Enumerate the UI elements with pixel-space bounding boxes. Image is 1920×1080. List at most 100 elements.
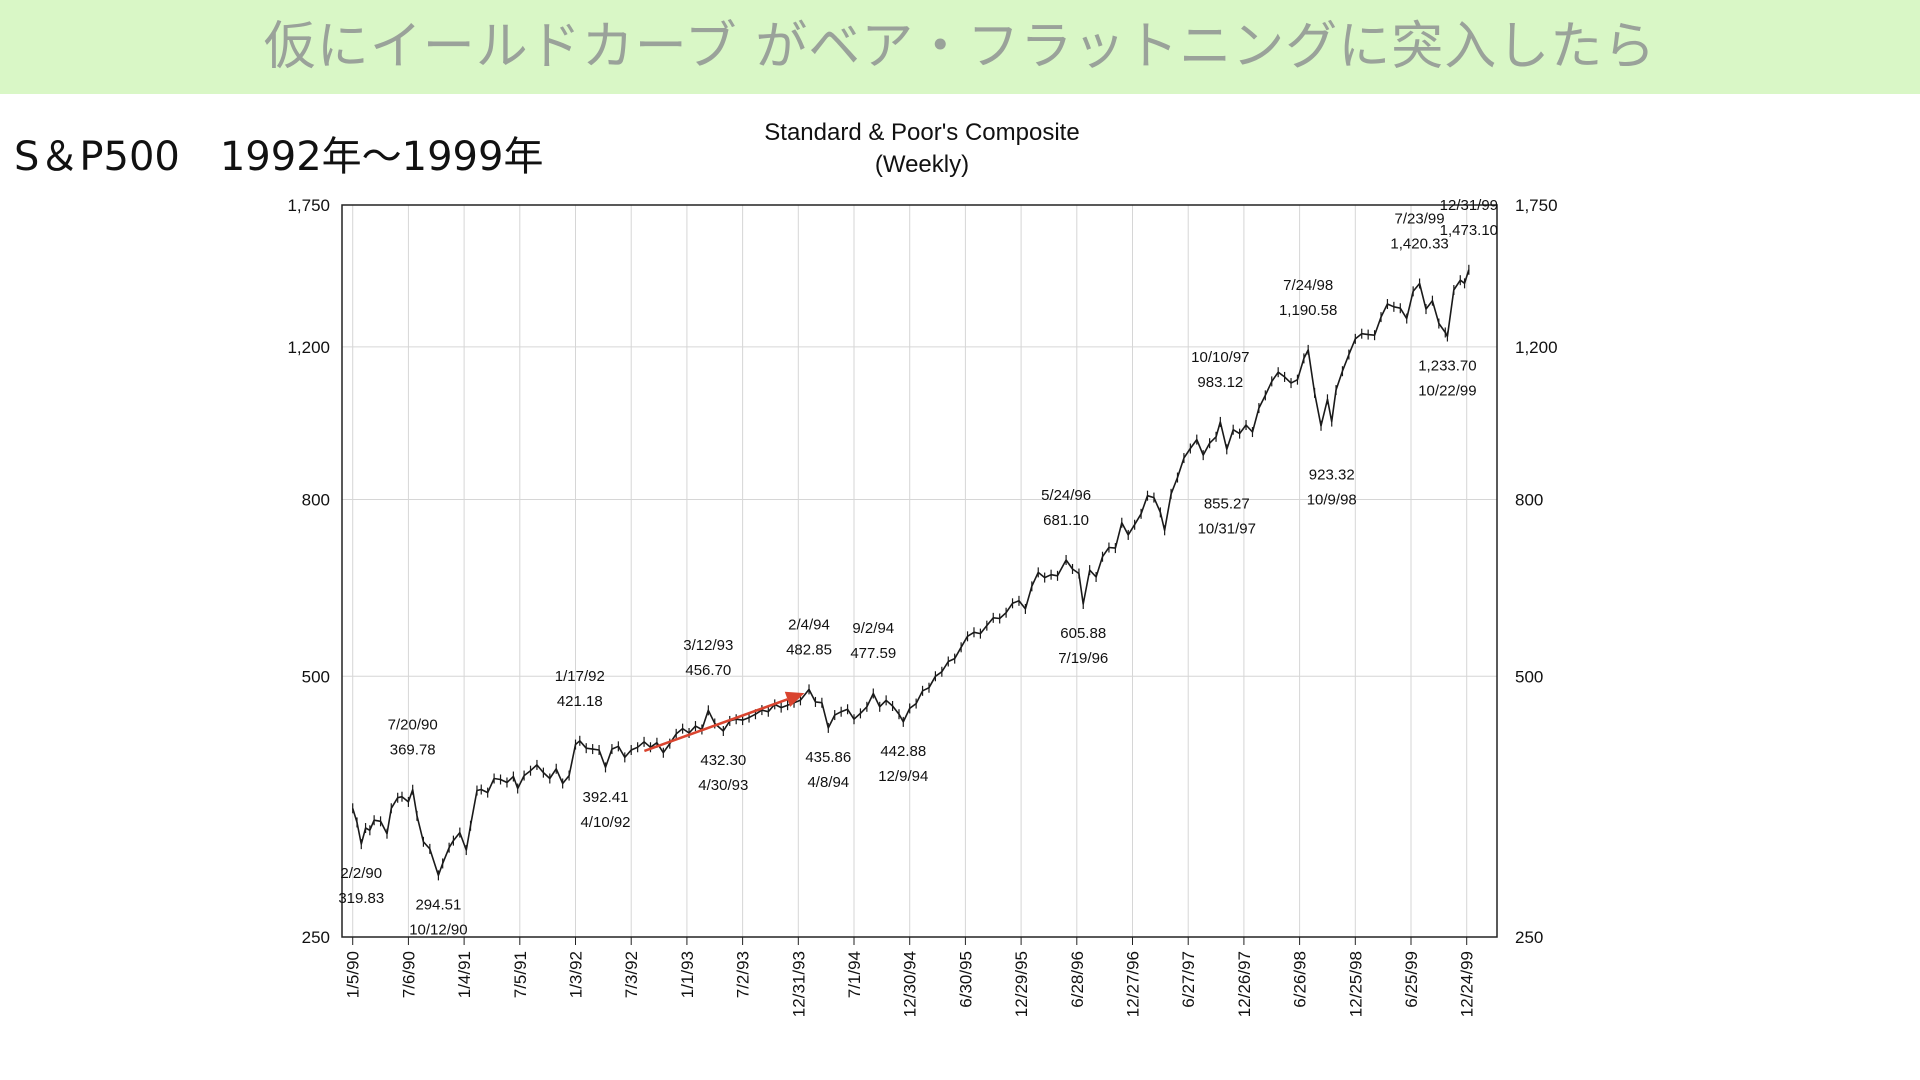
data-label-text: 421.18 [557, 693, 603, 710]
x-axis: 1/5/90 7/6/90 1/4/91 7/5/91 1/3/92 7/3/92 1/1/… [344, 937, 1477, 1017]
trend-arrow-head [784, 691, 805, 707]
x-tick-label: 1/5/90 [344, 951, 363, 998]
x-tick-label: 1/1/93 [678, 951, 697, 998]
data-label-text: 10/31/97 [1198, 520, 1256, 537]
data-label-text: 477.59 [850, 645, 896, 662]
data-label: 1,233.70 10/22/99 [1418, 357, 1476, 399]
x-tick-label: 7/6/90 [399, 951, 418, 998]
y-tick-label-right: 800 [1515, 490, 1543, 509]
data-label-text: 1/17/92 [555, 668, 605, 685]
data-label-text: 605.88 [1060, 625, 1106, 642]
data-label-text: 1,473.10 [1440, 222, 1498, 239]
data-label-text: 2/2/90 [340, 865, 382, 882]
data-label: 605.88 7/19/96 [1058, 625, 1108, 667]
data-label: 392.41 4/10/92 [580, 789, 630, 831]
y-tick-label-left: 1,750 [287, 196, 330, 215]
data-label: 7/24/98 1,190.58 [1279, 277, 1337, 319]
x-tick-label: 12/27/96 [1124, 951, 1143, 1017]
y-tick-label-right: 1,750 [1515, 196, 1558, 215]
data-label-text: 1,420.33 [1390, 236, 1448, 253]
data-label: 12/31/99 1,473.10 [1440, 197, 1498, 239]
x-tick-label: 12/25/98 [1346, 951, 1365, 1017]
y-tick-label-left: 250 [302, 928, 330, 947]
x-tick-label: 7/1/94 [845, 951, 864, 998]
annotations-layer: 2/2/90 319.83 7/20/90 369.78 294.51 10/12/90 1… [338, 197, 1498, 939]
x-tick-label: 7/5/91 [511, 951, 530, 998]
y-axis-left: 250 500 800 1,200 1,750 [287, 196, 330, 947]
chart-subtitle: (Weekly) [875, 151, 969, 178]
x-tick-label: 7/2/93 [734, 951, 753, 998]
x-tick-label: 12/30/94 [901, 951, 920, 1017]
x-tick-label: 12/29/95 [1012, 951, 1031, 1017]
data-label: 923.32 10/9/98 [1307, 467, 1357, 509]
data-label: 432.30 4/30/93 [698, 752, 748, 794]
data-label-text: 7/19/96 [1058, 650, 1108, 667]
x-tick-label: 12/26/97 [1235, 951, 1254, 1017]
data-label: 2/4/94 482.85 [786, 616, 832, 658]
data-label: 5/24/96 681.10 [1041, 487, 1091, 529]
trend-arrow-shaft [643, 698, 788, 753]
chart-title: Standard & Poor's Composite [764, 119, 1079, 146]
data-label: 9/2/94 477.59 [850, 620, 896, 662]
y-tick-label-left: 1,200 [287, 338, 330, 357]
data-label-text: 983.12 [1197, 374, 1243, 391]
data-label: 10/10/97 983.12 [1191, 349, 1249, 391]
plot-frame [341, 204, 1498, 938]
x-tick-label: 6/28/96 [1068, 951, 1087, 1008]
data-label: 7/23/99 1,420.33 [1390, 211, 1448, 253]
data-label-text: 7/20/90 [388, 717, 438, 734]
data-label-text: 10/22/99 [1418, 382, 1476, 399]
data-label-text: 5/24/96 [1041, 487, 1091, 504]
data-label: 855.27 10/31/97 [1198, 495, 1256, 537]
data-label: 435.86 4/8/94 [805, 749, 851, 791]
data-label-text: 9/2/94 [852, 620, 894, 637]
data-label-text: 12/9/94 [878, 768, 928, 785]
data-label-text: 482.85 [786, 641, 832, 658]
y-tick-label-left: 500 [302, 667, 330, 686]
data-label: 442.88 12/9/94 [878, 743, 928, 785]
data-label-text: 2/4/94 [788, 616, 830, 633]
data-label: 2/2/90 319.83 [338, 865, 384, 907]
slide-subtitle: S＆P500 1992年～1999年 [14, 134, 544, 180]
title-banner [0, 0, 1920, 94]
data-label-text: 3/12/93 [683, 637, 733, 654]
x-tick-label: 7/3/92 [622, 951, 641, 998]
data-label-text: 456.70 [685, 662, 731, 679]
data-label-text: 392.41 [583, 789, 629, 806]
x-tick-label: 12/31/93 [789, 951, 808, 1017]
y-tick-label-right: 500 [1515, 667, 1543, 686]
data-label-text: 12/31/99 [1440, 197, 1498, 214]
data-label-text: 681.10 [1043, 512, 1089, 529]
data-label-text: 10/9/98 [1307, 492, 1357, 509]
trend-arrow-layer [643, 691, 805, 753]
data-label-text: 319.83 [338, 890, 384, 907]
x-tick-label: 6/27/97 [1179, 951, 1198, 1008]
data-label-text: 442.88 [880, 743, 926, 760]
slide-title: 仮にイールドカーブ がベア・フラットニングに突入したら [263, 17, 1657, 77]
data-label-text: 10/10/97 [1191, 349, 1249, 366]
data-label-text: 294.51 [415, 896, 461, 913]
data-label: 7/20/90 369.78 [388, 717, 438, 759]
y-tick-label-right: 1,200 [1515, 338, 1558, 357]
x-tick-label: 12/24/99 [1458, 951, 1477, 1017]
data-label-text: 7/23/99 [1395, 211, 1445, 228]
data-label: 294.51 10/12/90 [409, 896, 467, 938]
data-label-text: 1,190.58 [1279, 302, 1337, 319]
x-tick-label: 6/26/98 [1291, 951, 1310, 1008]
data-label-text: 369.78 [390, 742, 436, 759]
data-label-text: 4/8/94 [807, 774, 849, 791]
price-line [351, 269, 1470, 877]
y-tick-label-right: 250 [1515, 928, 1543, 947]
y-tick-label-left: 800 [302, 490, 330, 509]
data-label-text: 432.30 [700, 752, 746, 769]
data-label: 3/12/93 456.70 [683, 637, 733, 679]
data-label-text: 4/30/93 [698, 777, 748, 794]
y-axis-right: 250 500 800 1,200 1,750 [1515, 196, 1558, 947]
data-label-text: 855.27 [1204, 495, 1250, 512]
series-layer [351, 264, 1470, 881]
data-label-text: 1,233.70 [1418, 357, 1476, 374]
x-tick-label: 1/4/91 [455, 951, 474, 998]
data-label: 1/17/92 421.18 [555, 668, 605, 710]
x-tick-label: 6/30/95 [956, 951, 975, 1008]
